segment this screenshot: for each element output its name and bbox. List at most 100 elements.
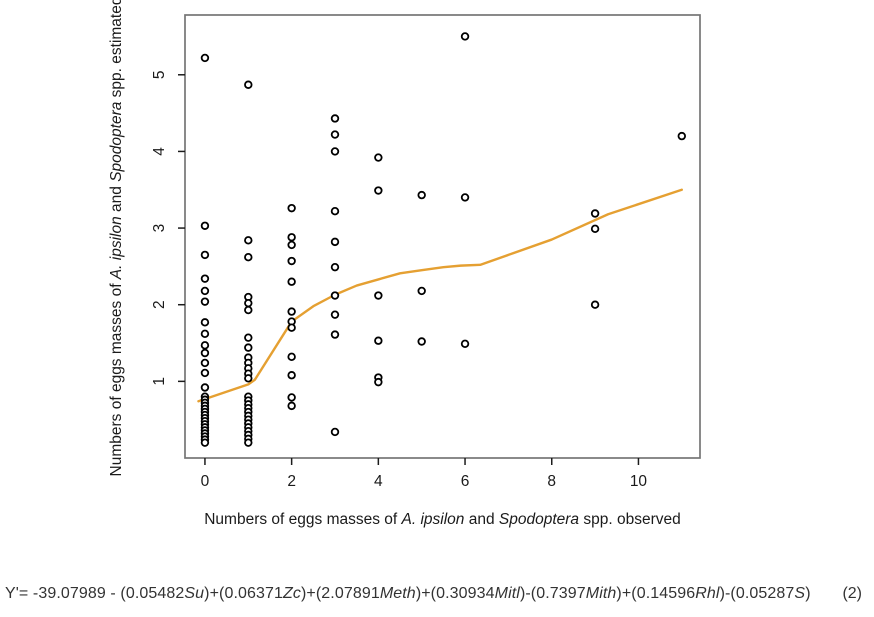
data-point xyxy=(200,274,210,283)
data-point xyxy=(200,358,210,368)
data-point xyxy=(244,80,253,89)
data-point xyxy=(244,374,253,383)
axis-title-text: and xyxy=(108,182,125,216)
data-point xyxy=(330,330,340,339)
y-axis-title: Numbers of eggs masses of A. ipsilon and… xyxy=(108,0,125,476)
data-point xyxy=(330,427,340,437)
y-tick-label: 3 xyxy=(151,224,168,233)
data-point xyxy=(330,262,340,272)
axis-title-text: Numbers of eggs masses of xyxy=(204,511,401,528)
data-point xyxy=(590,224,600,234)
data-point xyxy=(200,368,210,378)
data-point xyxy=(287,371,296,380)
formula-text: ) xyxy=(805,585,811,602)
x-axis-title: Numbers of eggs masses of A. ipsilon and… xyxy=(204,511,681,528)
data-point xyxy=(200,383,210,392)
data-point xyxy=(590,209,600,218)
equation-number: (2) xyxy=(842,585,862,602)
plot-frame xyxy=(184,14,701,459)
axis-title-text: spp. observed xyxy=(579,511,681,528)
data-point xyxy=(200,329,210,339)
data-point xyxy=(374,377,383,387)
formula-text: )-(0.05287 xyxy=(719,585,795,602)
data-point xyxy=(200,286,210,296)
data-point xyxy=(374,291,383,300)
formula-text: )+(0.14596 xyxy=(616,585,696,602)
formula-text: )+(0.30934 xyxy=(415,585,495,602)
data-point xyxy=(330,291,340,300)
axis-title-text: Numbers of eggs masses of xyxy=(108,279,125,476)
data-point xyxy=(200,438,210,447)
species-name: Spodoptera xyxy=(108,101,125,182)
x-tick-label: 0 xyxy=(201,473,210,490)
data-point xyxy=(200,341,210,350)
data-point xyxy=(374,186,383,195)
x-tick-label: 2 xyxy=(287,473,296,490)
data-point xyxy=(287,240,296,250)
formula-text: Y'= -39.07989 - (0.05482 xyxy=(5,585,185,602)
data-point xyxy=(200,318,210,327)
data-point xyxy=(244,236,253,245)
axis-title-text: and xyxy=(464,511,498,528)
data-point xyxy=(287,352,296,362)
data-point xyxy=(287,256,296,266)
scatter-chart: 0 2 4 6 8 10 1 2 3 4 5 Numbers of eggs masses of A.… xyxy=(108,0,701,528)
data-point xyxy=(330,207,340,216)
formula-text: )+(0.06371 xyxy=(204,585,283,602)
data-point xyxy=(330,130,340,139)
data-point xyxy=(417,286,426,296)
data-point xyxy=(417,190,426,200)
data-point xyxy=(244,438,253,447)
data-point xyxy=(374,153,383,162)
data-point xyxy=(287,277,296,286)
regression-equation-row: Y'= -39.07989 - (0.05482Su)+(0.06371Zc)+… xyxy=(0,585,874,603)
x-tick-label: 6 xyxy=(461,473,470,490)
formula-variable: S xyxy=(794,585,806,602)
data-point xyxy=(590,300,600,309)
formula-variable: Mitl xyxy=(494,585,520,602)
data-point xyxy=(200,53,210,63)
data-point xyxy=(244,305,253,315)
data-point xyxy=(200,348,210,358)
data-point xyxy=(287,323,296,332)
data-point xyxy=(330,114,340,123)
data-point xyxy=(677,131,686,141)
data-point xyxy=(244,333,253,342)
data-point xyxy=(460,339,470,349)
species-name: Spodoptera xyxy=(499,511,580,528)
formula-text: )-(0.7397 xyxy=(519,585,586,602)
data-point xyxy=(244,343,253,352)
regression-formula: Y'= -39.07989 - (0.05482Su)+(0.06371Zc)+… xyxy=(0,585,811,603)
data-point xyxy=(287,203,296,213)
trend-line xyxy=(197,188,683,403)
data-point xyxy=(460,32,470,41)
data-point xyxy=(417,337,426,346)
x-tick-label: 8 xyxy=(547,473,556,490)
data-point xyxy=(287,233,296,242)
data-point xyxy=(287,307,296,316)
data-point xyxy=(330,237,340,247)
data-point xyxy=(330,147,340,156)
y-tick-label: 1 xyxy=(151,377,168,386)
data-point xyxy=(287,401,296,411)
species-name: A. ipsilon xyxy=(108,216,125,280)
species-name: A. ipsilon xyxy=(401,511,465,528)
y-tick-label: 2 xyxy=(151,300,168,309)
formula-variable: Meth xyxy=(379,585,416,602)
formula-variable: Zc xyxy=(283,585,301,602)
formula-variable: Rhl xyxy=(695,585,720,602)
x-tick-label: 10 xyxy=(630,473,648,490)
axis-title-text: spp. estimated xyxy=(108,0,125,102)
y-tick-label: 5 xyxy=(151,70,168,79)
data-point xyxy=(200,221,210,230)
formula-variable: Su xyxy=(184,585,205,602)
data-point xyxy=(244,252,253,262)
formula-text: )+(2.07891 xyxy=(300,585,380,602)
data-point xyxy=(374,336,383,345)
y-tick-label: 4 xyxy=(151,147,168,156)
x-tick-label: 4 xyxy=(374,473,383,490)
data-point xyxy=(200,297,210,306)
data-point xyxy=(244,298,253,308)
